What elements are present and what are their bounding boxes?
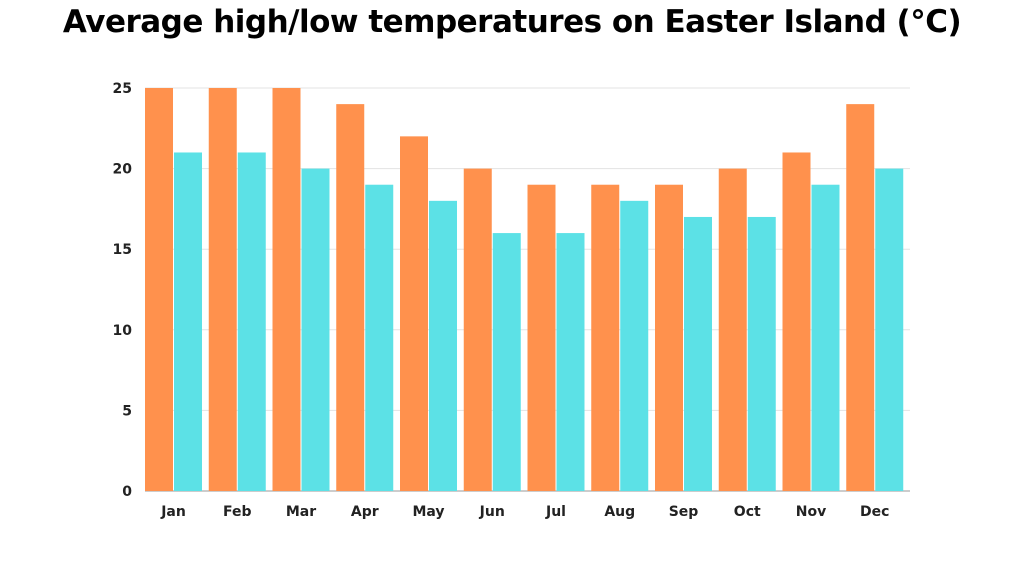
bar-high — [208, 88, 237, 491]
x-tick-label: Jun — [479, 504, 505, 520]
bar-low — [875, 168, 904, 491]
x-tick-label: Nov — [796, 504, 826, 520]
bar-high — [336, 104, 365, 492]
y-axis-ticks: 0 5 10 15 20 25 — [113, 81, 133, 500]
bars — [145, 88, 904, 492]
x-tick-label: Feb — [223, 504, 252, 520]
bar-low — [429, 200, 457, 491]
y-tick-label: 0 — [122, 484, 132, 500]
x-tick-label: Oct — [734, 504, 761, 520]
bar-high — [846, 104, 875, 492]
bar-low — [684, 216, 712, 491]
bar-low — [365, 184, 394, 491]
bar-high — [463, 168, 492, 491]
x-tick-label: May — [412, 504, 444, 520]
y-tick-label: 20 — [113, 162, 133, 178]
bar-low — [556, 233, 585, 491]
y-tick-label: 5 — [122, 403, 132, 419]
bar-high — [400, 136, 428, 492]
x-tick-label: Jan — [160, 504, 186, 520]
bar-low — [811, 184, 840, 491]
x-tick-label: Mar — [286, 504, 316, 520]
y-tick-label: 15 — [113, 242, 132, 258]
x-tick-label: Sep — [669, 504, 699, 520]
bar-low — [492, 233, 521, 491]
x-tick-label: Aug — [604, 504, 635, 520]
y-tick-label: 25 — [113, 81, 132, 97]
bar-high — [655, 184, 683, 491]
y-tick-label: 10 — [113, 323, 133, 339]
chart-title: Average high/low temperatures on Easter … — [62, 4, 962, 40]
bar-high — [145, 88, 173, 491]
bar-low — [237, 152, 266, 492]
bar-high — [272, 88, 301, 491]
bar-low — [620, 200, 649, 491]
bar-low — [174, 152, 202, 492]
bar-high — [527, 184, 556, 491]
bar-high — [782, 152, 811, 492]
x-tick-label: Dec — [860, 504, 889, 520]
bar-high — [718, 168, 747, 491]
x-axis-ticks: Jan Feb Mar Apr May Jun Jul Aug Sep Oct Nov Dec — [160, 504, 889, 520]
x-tick-label: Jul — [545, 504, 566, 520]
bar-low — [747, 216, 776, 491]
bar-low — [301, 168, 330, 491]
bar-high — [591, 184, 620, 491]
x-tick-label: Apr — [351, 504, 379, 520]
